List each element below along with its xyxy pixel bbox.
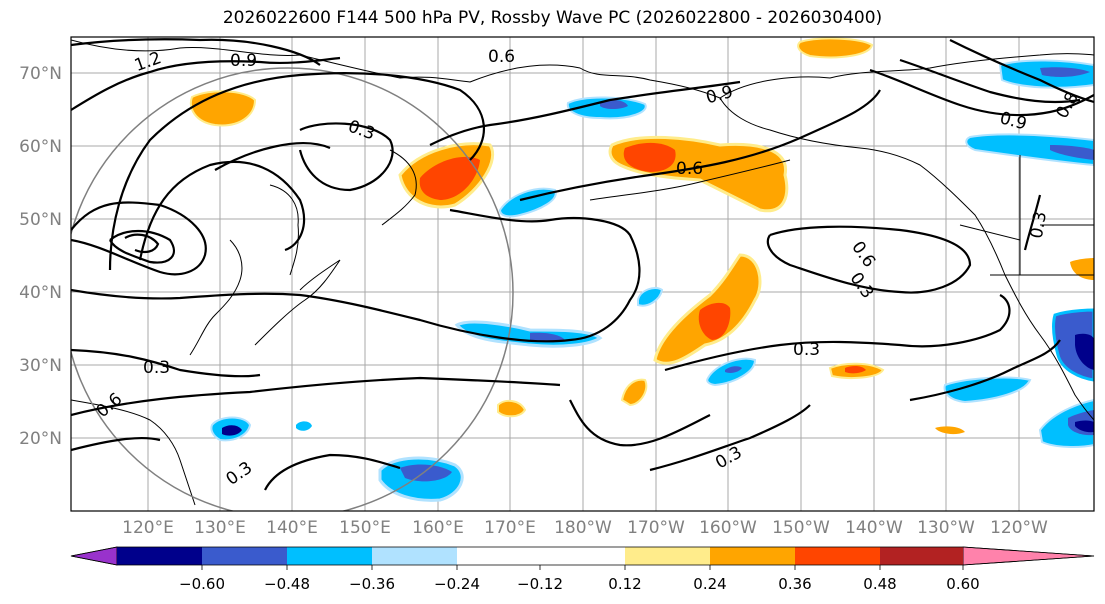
lon-label: 120°W: [990, 518, 1048, 538]
colorbar-left-extension: [70, 546, 118, 566]
pv-contours: [71, 38, 1094, 491]
anomaly-darkblue-arctic-east: [1040, 67, 1090, 77]
anomaly-blue-canada: [965, 133, 1094, 167]
lon-label: 170°W: [627, 518, 685, 538]
colorbar-tick-label: −0.48: [264, 575, 310, 593]
anomaly-red-bering: [623, 142, 676, 172]
anomaly-orange-small-4: [935, 426, 965, 435]
colorbar-tick-label: 0.12: [608, 575, 641, 593]
colorbar-segment: [880, 547, 963, 565]
anomaly-orange-small-2: [497, 399, 527, 418]
colorbar-segment: [540, 547, 625, 565]
lon-label: 130°E: [194, 518, 246, 538]
lat-label: 70°N: [19, 64, 62, 84]
lat-label: 40°N: [19, 283, 62, 303]
contour-label: 0.3: [793, 340, 820, 360]
colorbar-tick-label: 0.36: [778, 575, 811, 593]
colorbar-right-extension: [962, 546, 1095, 566]
map-title: 2026022600 F144 500 hPa PV, Rossby Wave …: [222, 8, 883, 28]
lon-label: 130°W: [917, 518, 975, 538]
lat-label: 30°N: [19, 356, 62, 376]
colorbar-tick-label: 0.48: [863, 575, 896, 593]
contour-label: 0.3: [143, 358, 170, 378]
radius-circle: [71, 67, 514, 511]
lat-label: 50°N: [19, 210, 62, 230]
anomaly-darkblue-aleutians: [600, 99, 628, 109]
colorbar-tick-label: −0.60: [179, 575, 225, 593]
colorbar-segment: [287, 547, 372, 565]
colorbar-tick-label: −0.12: [517, 575, 563, 593]
anomaly-red-western-pacific: [419, 156, 480, 200]
lon-label: 150°E: [339, 518, 391, 538]
anomaly-orange-top-center: [797, 37, 874, 59]
contour-label: 0.6: [488, 47, 515, 67]
colorbar-tick-label: 0.60: [946, 575, 979, 593]
lon-label: 150°W: [772, 518, 830, 538]
anomaly-navy-south-china: [222, 425, 242, 436]
anomaly-red-central-pacific: [698, 302, 731, 340]
lon-label: 160°E: [412, 518, 464, 538]
lon-label: 120°E: [122, 518, 174, 538]
contour-label: 0.3: [1027, 210, 1051, 240]
colorbar-segment: [117, 547, 202, 565]
lat-label: 60°N: [19, 137, 62, 157]
anomaly-blue-mexico: [1038, 398, 1094, 448]
anomaly-blue-small-central: [637, 287, 664, 307]
anomaly-darkblue-hawaii-north: [725, 366, 742, 373]
anomaly-orange-small-1: [620, 378, 648, 407]
anomaly-darkblue-philippine-sea: [400, 464, 452, 482]
colorbar-tick-label: −0.36: [349, 575, 395, 593]
lon-label: 160°W: [699, 518, 757, 538]
colorbar-segment: [710, 547, 795, 565]
anomaly-blue-small-2: [296, 421, 312, 431]
lon-label: 140°W: [845, 518, 903, 538]
colorbar-segment: [457, 547, 540, 565]
anomaly-darkblue-canada: [1050, 145, 1094, 160]
contour-label: 0.9: [230, 51, 257, 71]
latitude-labels: 70°N 60°N 50°N 40°N 30°N 20°N: [19, 64, 62, 449]
colorbar-segment: [372, 547, 457, 565]
anomaly-darkblue-subtropical-band: [530, 332, 565, 343]
lat-label: 20°N: [19, 429, 62, 449]
anomaly-blue-subtropical-east: [943, 376, 1032, 404]
lon-label: 180°W: [554, 518, 612, 538]
colorbar-segment: [202, 547, 287, 565]
colorbar-tick-label: −0.24: [434, 575, 480, 593]
longitude-labels: 120°E 130°E 140°E 150°E 160°E 170°E 180°…: [122, 518, 1048, 538]
lon-label: 140°E: [266, 518, 318, 538]
colorbar-tick-label: 0.24: [693, 575, 726, 593]
contour-label: 0.6: [676, 159, 703, 179]
anomaly-red-small-3: [845, 365, 866, 374]
colorbar-segment: [625, 547, 710, 565]
map-frame: [70, 36, 1095, 512]
anomaly-navy-california: [1075, 333, 1094, 370]
colorbar: −0.60 −0.48 −0.36 −0.24 −0.12 0.12 0.24 …: [70, 546, 1095, 593]
anomaly-navy-mexico: [1075, 420, 1094, 433]
colorbar-segment: [795, 547, 880, 565]
lon-label: 170°E: [484, 518, 536, 538]
